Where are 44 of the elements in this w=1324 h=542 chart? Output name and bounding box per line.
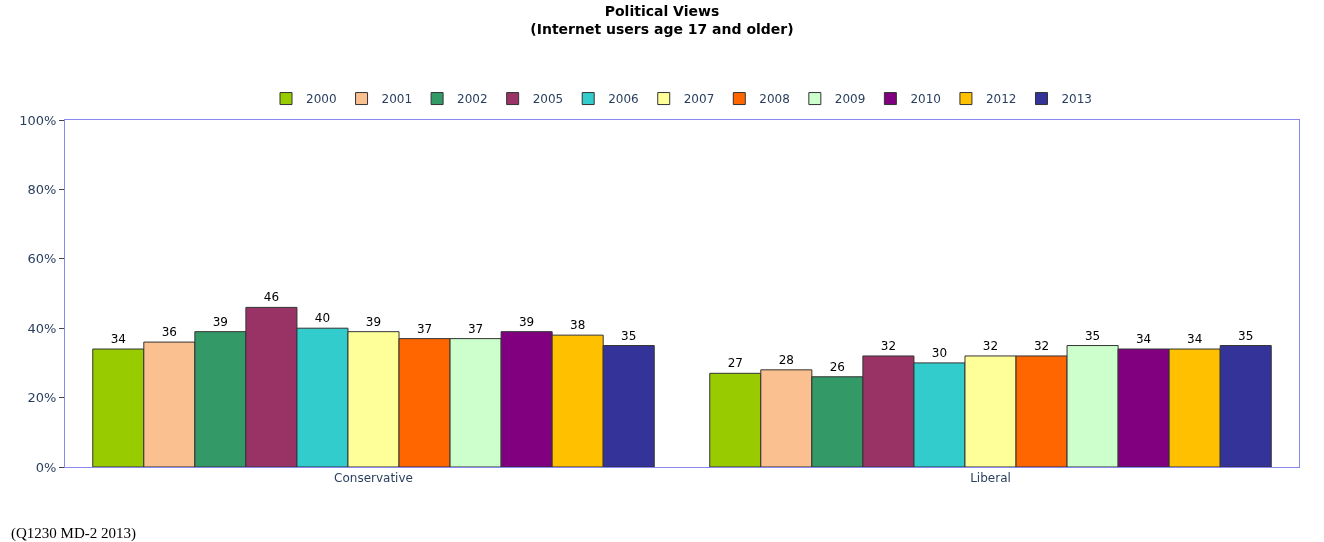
data-label: 39 [518, 314, 535, 329]
data-label: 46 [263, 290, 280, 305]
y-tick-label: 20% [27, 390, 57, 406]
data-label: 35 [1238, 328, 1254, 343]
legend-label: 2007 [683, 92, 715, 107]
data-label: 32 [880, 338, 897, 353]
data-label: 36 [161, 325, 177, 340]
x-tick-label: Liberal [970, 471, 1011, 486]
data-label: 32 [1033, 338, 1050, 353]
data-label: 38 [570, 318, 586, 333]
legend-label: 2005 [532, 92, 564, 107]
data-label: 37 [467, 321, 484, 336]
data-label: 28 [778, 352, 794, 367]
chart-subtitle: (Internet users age 17 and older) [530, 21, 794, 38]
data-label: 34 [1187, 332, 1203, 347]
y-tick-label: 100% [19, 112, 57, 128]
y-tick-label: 0% [35, 459, 57, 475]
data-label: 27 [727, 356, 743, 371]
x-tick-label: Conservative [334, 471, 413, 486]
y-tick-label: 80% [27, 181, 57, 197]
data-label: 35 [621, 328, 637, 343]
data-label: 39 [365, 314, 382, 329]
y-tick-label: 40% [27, 320, 57, 336]
legend-label: 2009 [834, 92, 866, 107]
legend-label: 2000 [306, 92, 337, 107]
legend-label: 2001 [381, 92, 413, 107]
legend-label: 2012 [985, 92, 1017, 107]
data-label: 30 [931, 345, 948, 360]
data-label: 34 [1135, 332, 1152, 347]
data-label: 34 [110, 332, 126, 347]
data-label: 37 [416, 321, 433, 336]
data-label: 39 [212, 314, 229, 329]
text: (Q1230 MD-2 2013) [11, 525, 136, 542]
legend-label: 2010 [910, 92, 941, 107]
y-tick-label: 60% [27, 251, 57, 267]
data-label: 40 [314, 311, 331, 326]
data-label: 35 [1084, 328, 1101, 343]
legend-label: 2013 [1061, 92, 1093, 107]
legend-label: 2008 [759, 92, 790, 107]
chart-title: Political Views [604, 3, 720, 20]
legend-label: 2006 [608, 92, 639, 107]
data-label: 26 [829, 359, 846, 374]
data-label: 32 [982, 338, 999, 353]
legend-label: 2002 [457, 92, 488, 107]
